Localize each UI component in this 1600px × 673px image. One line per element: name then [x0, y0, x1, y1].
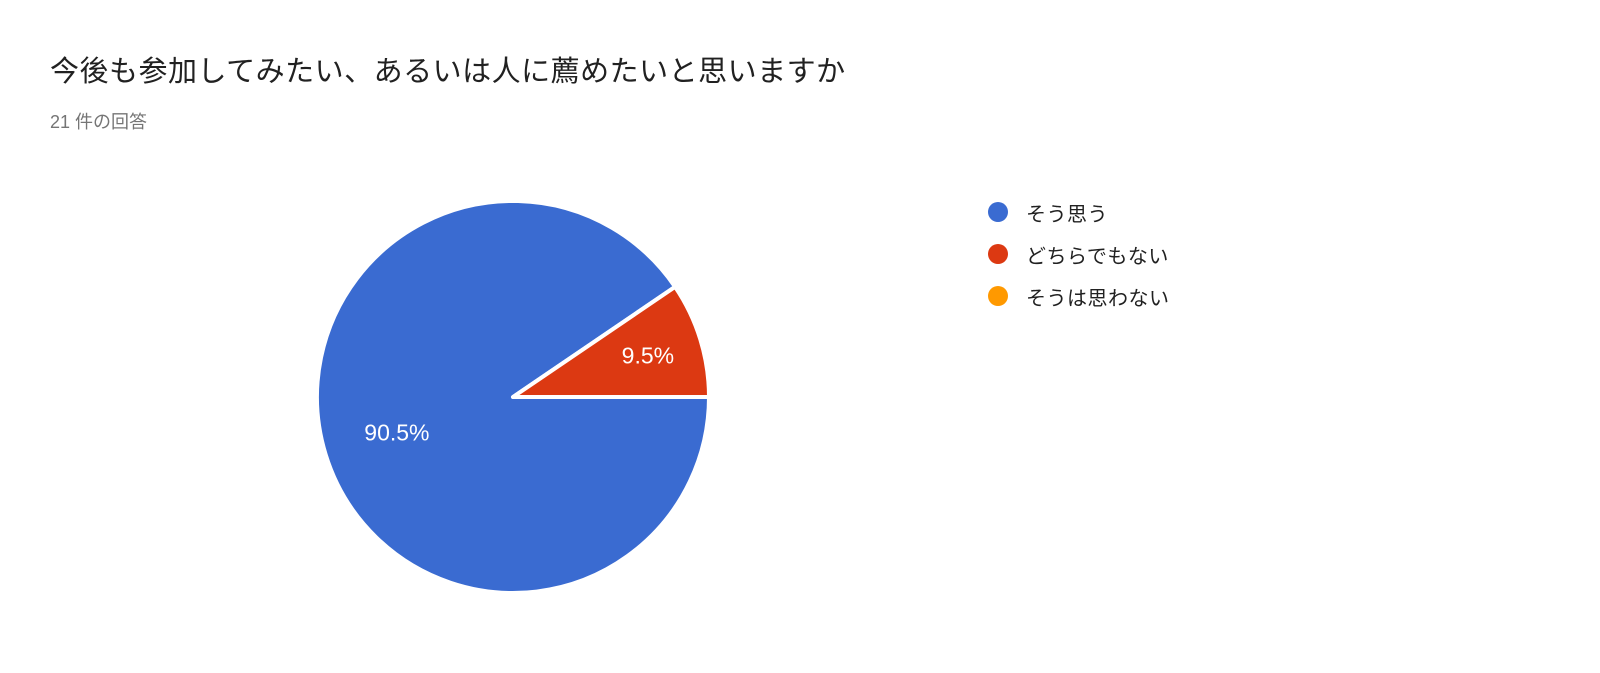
legend-item-label: そうは思わない: [1026, 287, 1170, 310]
legend-color-dot: [988, 244, 1008, 264]
question-title: 今後も参加してみたい、あるいは人に薦めたいと思いますか: [50, 56, 846, 88]
pie-chart: 90.5% 9.5%: [315, 199, 711, 595]
legend-item: どちらでもない: [988, 240, 1170, 268]
slice-percentage-label: 9.5%: [622, 343, 674, 369]
pie-slice: [511, 284, 711, 399]
pie-chart-svg: 90.5% 9.5%: [315, 199, 711, 595]
legend-item: そう思う: [988, 198, 1170, 226]
legend-item-label: そう思う: [1026, 203, 1108, 226]
legend-color-dot: [988, 202, 1008, 222]
slice-percentage-label: 90.5%: [364, 420, 429, 446]
legend-color-dot: [988, 286, 1008, 306]
response-count: 21 件の回答: [50, 112, 148, 132]
legend-item-label: どちらでもない: [1026, 245, 1169, 268]
chart-legend: そう思う どちらでもない そうは思わない: [988, 198, 1170, 310]
legend-item: そうは思わない: [988, 282, 1170, 310]
